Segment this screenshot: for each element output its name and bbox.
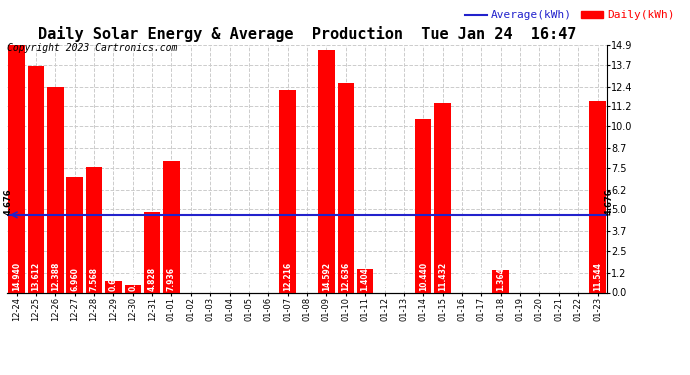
Text: 0.436: 0.436: [128, 267, 137, 291]
Text: 0.000: 0.000: [206, 267, 215, 291]
Bar: [493, 270, 509, 292]
Bar: [164, 160, 179, 292]
Bar: [589, 101, 606, 292]
Text: 12.388: 12.388: [51, 262, 60, 291]
Bar: [66, 177, 83, 292]
Text: 10.440: 10.440: [419, 262, 428, 291]
Text: 0.672: 0.672: [109, 267, 118, 291]
Bar: [337, 82, 354, 292]
Text: 0.000: 0.000: [477, 267, 486, 291]
Bar: [415, 119, 431, 292]
Bar: [435, 103, 451, 292]
Text: 0.000: 0.000: [554, 267, 563, 291]
Text: 7.568: 7.568: [90, 267, 99, 291]
Bar: [28, 66, 44, 292]
Text: 0.000: 0.000: [264, 267, 273, 291]
Text: 4.676: 4.676: [604, 188, 613, 215]
Bar: [124, 285, 141, 292]
Text: 11.544: 11.544: [593, 262, 602, 291]
Legend: Average(kWh), Daily(kWh): Average(kWh), Daily(kWh): [460, 6, 680, 25]
Text: 6.960: 6.960: [70, 267, 79, 291]
Bar: [357, 269, 373, 292]
Bar: [86, 167, 102, 292]
Text: 12.216: 12.216: [283, 262, 292, 291]
Text: 4.676: 4.676: [4, 188, 13, 215]
Text: 0.000: 0.000: [380, 267, 389, 291]
Bar: [144, 212, 160, 292]
Text: 14.592: 14.592: [322, 262, 331, 291]
Title: Daily Solar Energy & Average  Production  Tue Jan 24  16:47: Daily Solar Energy & Average Production …: [38, 27, 576, 42]
Bar: [105, 281, 121, 292]
Text: 14.940: 14.940: [12, 262, 21, 291]
Text: 1.404: 1.404: [361, 267, 370, 291]
Text: 12.636: 12.636: [342, 262, 351, 291]
Text: 11.432: 11.432: [438, 262, 447, 291]
Text: 4.828: 4.828: [148, 267, 157, 291]
Text: 1.364: 1.364: [496, 267, 505, 291]
Text: 0.000: 0.000: [244, 267, 253, 291]
Text: 0.000: 0.000: [535, 267, 544, 291]
Text: 0.000: 0.000: [515, 267, 524, 291]
Bar: [318, 50, 335, 292]
Bar: [279, 90, 296, 292]
Text: Copyright 2023 Cartronics.com: Copyright 2023 Cartronics.com: [7, 43, 177, 52]
Text: 0.000: 0.000: [457, 267, 466, 291]
Bar: [47, 87, 63, 292]
Text: 7.936: 7.936: [167, 267, 176, 291]
Text: 0.000: 0.000: [225, 267, 234, 291]
Text: 0.000: 0.000: [302, 267, 312, 291]
Text: 0.000: 0.000: [573, 267, 582, 291]
Text: 0.000: 0.000: [400, 267, 408, 291]
Bar: [8, 44, 25, 292]
Text: 0.000: 0.000: [186, 267, 195, 291]
Text: 13.612: 13.612: [32, 262, 41, 291]
